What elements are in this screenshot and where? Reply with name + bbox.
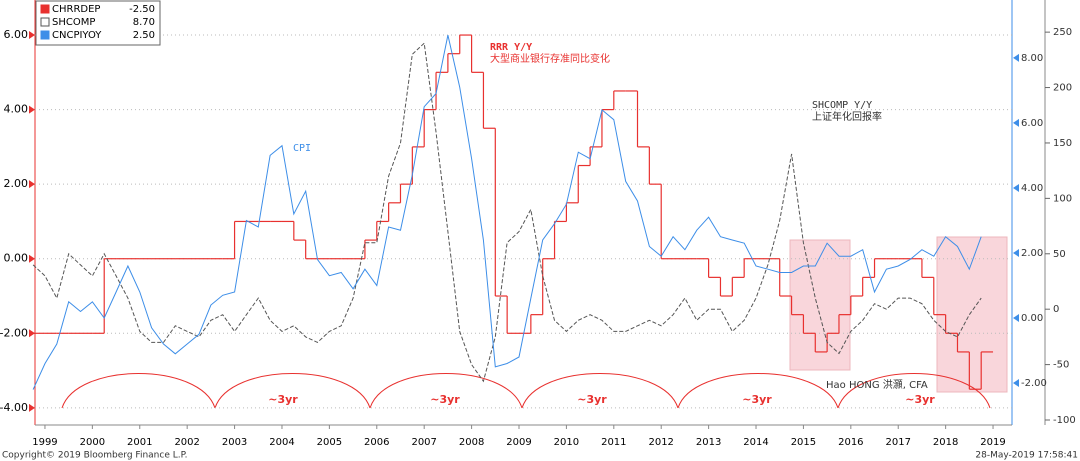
annotation: RRR Y/Y	[490, 42, 532, 53]
cycle-arch	[677, 373, 839, 409]
y3-tick-label: 150	[1053, 138, 1072, 149]
y2-tick-label: 4.00	[1021, 183, 1043, 194]
x-tick-label: 2001	[127, 437, 152, 448]
x-tick-label: 2011	[601, 437, 626, 448]
y3-tick-label: 100	[1053, 193, 1072, 204]
x-tick-label: 2014	[743, 437, 768, 448]
x-tick-label: 2013	[696, 437, 721, 448]
cycle-label: ~3yr	[430, 393, 460, 406]
y-tick-mark	[29, 105, 35, 114]
y-tick-mark	[29, 254, 35, 263]
x-tick-label: 2019	[980, 437, 1005, 448]
legend: CHRRDEP -2.50 SHCOMP 8.70 CNCPIYOY 2.50	[40, 4, 155, 41]
annotation: 上证年化回报率	[812, 110, 882, 123]
x-tick-label: 2008	[459, 437, 484, 448]
y-tick-label: 4.00	[4, 103, 29, 116]
highlight-box	[789, 239, 851, 371]
plot: -4.00 -2.00 0.00 2.00 4.00 6.00 -2.00 0.00 2.00 4…	[0, 27, 1076, 448]
x-tick-label: 2018	[933, 437, 958, 448]
x-tick-label: 2016	[838, 437, 863, 448]
y-tick-mark	[29, 180, 35, 189]
y3-tick-label: 0	[1053, 304, 1059, 315]
y2-tick-label: 6.00	[1021, 118, 1043, 129]
x-tick-label: 2005	[317, 437, 342, 448]
y2-tick-mark	[1013, 53, 1019, 62]
legend-label: CHRRDEP	[52, 4, 100, 15]
y3-tick-label: -50	[1053, 360, 1069, 371]
legend-value: 8.70	[133, 17, 155, 28]
copyright: Copyright© 2019 Bloomberg Finance L.P.	[2, 451, 187, 461]
timestamp: 28-May-2019 17:58:41	[975, 451, 1078, 461]
y-tick-label: 2.00	[4, 177, 29, 190]
annotation: 大型商业银行存准同比变化	[490, 52, 610, 65]
y2-tick-label: 2.00	[1021, 248, 1043, 259]
y2-tick-label: 0.00	[1021, 313, 1043, 324]
legend-swatch	[40, 4, 50, 14]
y-tick-mark	[29, 329, 35, 338]
cycle-arch	[837, 373, 991, 409]
y2-tick-label: -2.00	[1021, 378, 1047, 389]
x-tick-label: 2007	[411, 437, 436, 448]
x-tick-label: 2012	[648, 437, 673, 448]
y3-tick-label: -100	[1053, 415, 1076, 426]
y2-tick-mark	[1013, 379, 1019, 388]
annotation: Hao HONG 洪灝, CFA	[826, 379, 928, 391]
y-tick-mark	[29, 403, 35, 412]
highlight-box	[936, 236, 1008, 393]
x-tick-label: 2015	[791, 437, 816, 448]
x-tick-label: 1999	[32, 437, 57, 448]
y2-tick-mark	[1013, 183, 1019, 192]
cycle-arch	[214, 373, 371, 409]
cycle-label: ~3yr	[742, 393, 772, 406]
legend-value: -2.50	[129, 4, 155, 15]
annotation: SHCOMP Y/Y	[812, 100, 872, 111]
annotation: CPI	[293, 143, 311, 154]
y3-tick-label: 200	[1053, 83, 1072, 94]
x-tick-label: 2017	[886, 437, 911, 448]
x-tick-label: 2004	[269, 437, 294, 448]
y2-tick-mark	[1013, 314, 1019, 323]
y2-tick-label: 8.00	[1021, 53, 1043, 64]
cycle-arch	[61, 373, 216, 409]
y-tick-label: -4.00	[0, 401, 28, 414]
cycle-label: ~3yr	[268, 393, 298, 406]
y-tick-label: -2.00	[0, 326, 28, 339]
cycle-label: ~3yr	[577, 393, 607, 406]
y-tick-mark	[29, 31, 35, 40]
series-line	[32, 34, 982, 390]
y2-tick-mark	[1013, 248, 1019, 257]
x-tick-label: 2000	[80, 437, 105, 448]
y-tick-label: 6.00	[4, 28, 29, 41]
cycle-label: ~3yr	[905, 393, 935, 406]
x-tick-label: 2003	[222, 437, 247, 448]
y2-tick-mark	[1013, 118, 1019, 127]
y3-tick-label: 250	[1053, 27, 1072, 38]
legend-swatch	[40, 30, 50, 40]
y3-tick-label: 50	[1053, 249, 1066, 260]
cycle-arch	[521, 373, 679, 409]
x-tick-label: 2002	[174, 437, 199, 448]
x-tick-label: 2010	[554, 437, 579, 448]
legend-box	[35, 0, 161, 46]
legend-label: SHCOMP	[52, 17, 95, 28]
x-tick-label: 2006	[364, 437, 389, 448]
cycle-arches	[61, 373, 991, 409]
x-tick-label: 2009	[506, 437, 531, 448]
series-line	[32, 42, 982, 383]
legend-value: 2.50	[133, 30, 155, 41]
y-tick-label: 0.00	[4, 252, 29, 265]
cycle-arch	[369, 373, 523, 409]
legend-swatch	[40, 17, 50, 27]
legend-label: CNCPIYOY	[52, 30, 102, 41]
